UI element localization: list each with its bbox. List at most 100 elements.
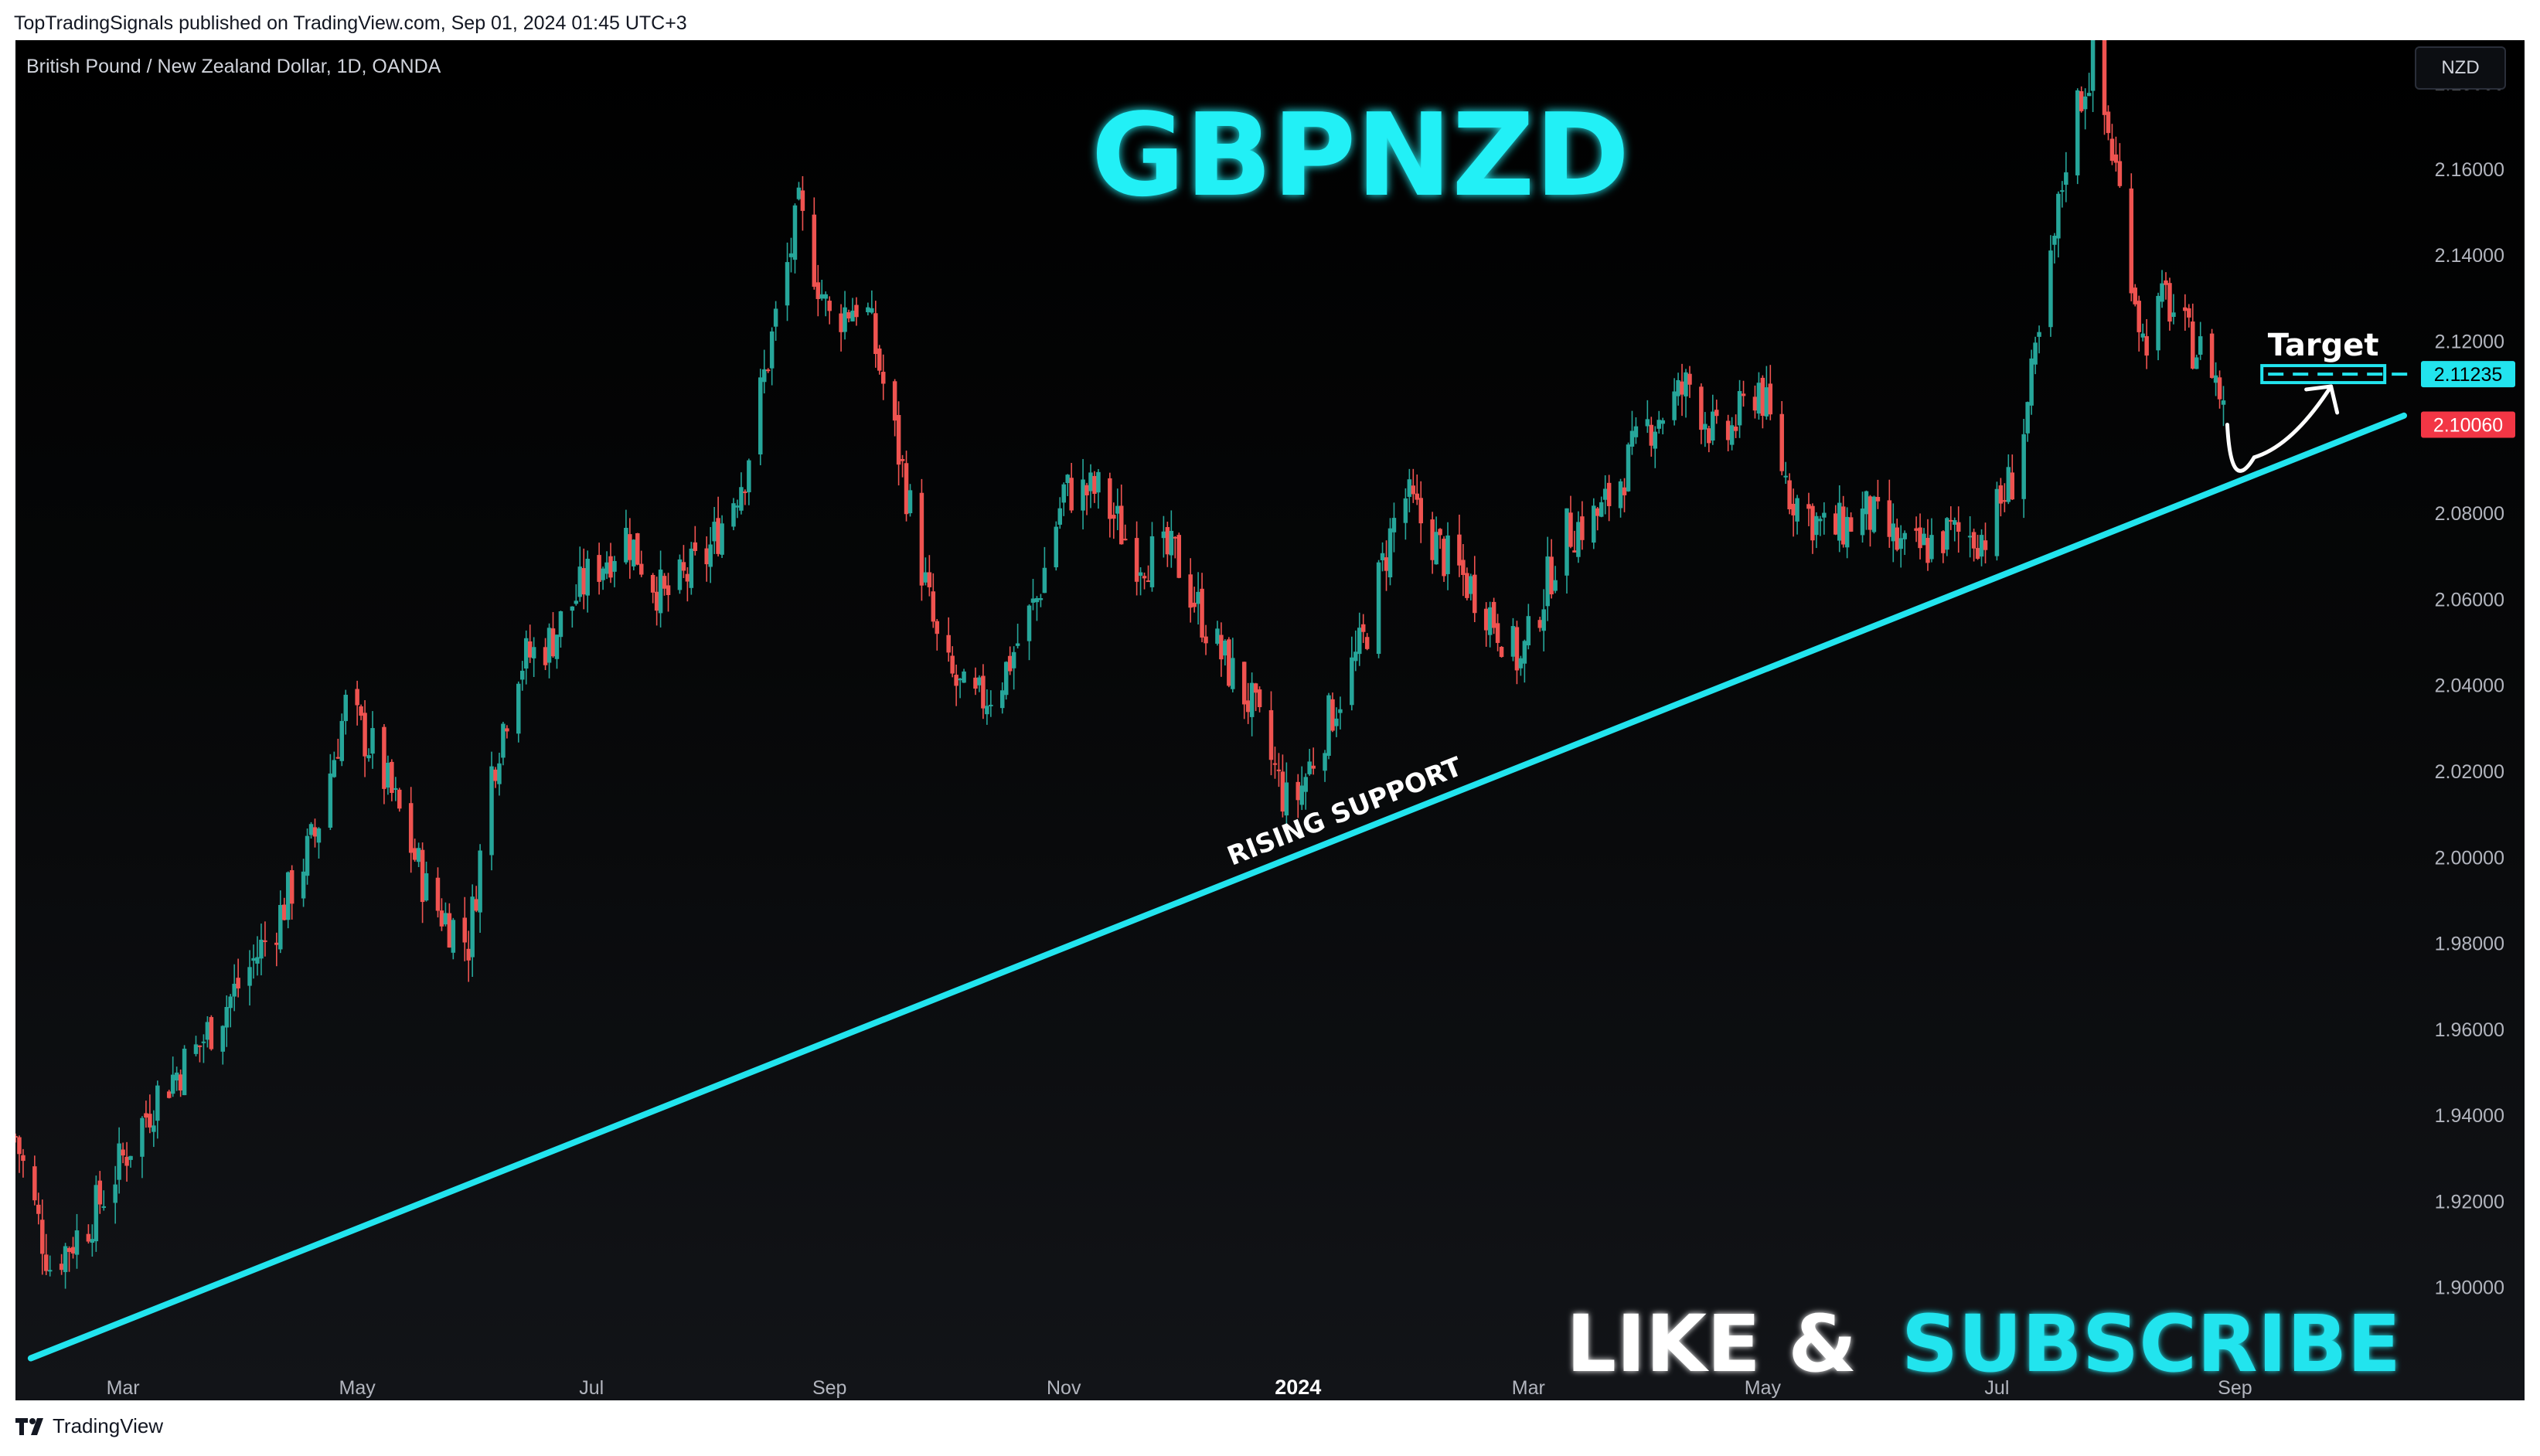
candle-body — [1003, 662, 1009, 696]
candle-body — [1925, 538, 1930, 563]
candle-body — [1296, 781, 1301, 801]
candle-body — [1038, 597, 1044, 600]
candle-body — [1602, 488, 1608, 500]
candle-body — [1514, 627, 1520, 671]
candle-body — [466, 948, 471, 961]
candle-body — [904, 463, 909, 515]
candle-body — [1034, 597, 1040, 603]
candle-body — [981, 675, 986, 709]
candle-body — [2117, 161, 2123, 186]
candle-body — [1204, 636, 1208, 644]
projection-arrowhead — [2304, 384, 2340, 415]
candle-body — [531, 647, 536, 658]
candle-body — [2171, 312, 2176, 318]
candle-body — [2037, 332, 2041, 337]
candle-body — [650, 574, 655, 593]
candle-body — [1945, 518, 1949, 550]
candle-body — [1680, 381, 1684, 395]
candle-body — [2006, 467, 2011, 502]
candle-body — [720, 523, 724, 555]
tradingview-logo-icon — [15, 1417, 43, 1435]
candle-body — [708, 544, 713, 567]
currency-button[interactable]: NZD — [2415, 46, 2506, 90]
price-axis[interactable]: 1.90000 1.92000 1.94000 1.96000 1.98000 2.000… — [2435, 73, 2504, 1299]
candle-body — [662, 576, 667, 589]
candle-body — [1565, 508, 1569, 576]
candle-body — [489, 766, 494, 856]
candle-body — [1606, 482, 1612, 506]
candle-body — [946, 634, 951, 653]
time-axis[interactable]: Mar May Jul Sep Nov 2024 Mar May Jul Sep — [107, 1376, 2252, 1399]
candle-body — [1334, 718, 1339, 726]
candle-body — [1568, 512, 1573, 547]
candle-body — [228, 996, 233, 1009]
candle-body — [447, 913, 452, 948]
price-tick-label: 1.96000 — [2435, 1019, 2504, 1041]
candle-body — [1871, 496, 1877, 532]
candle-body — [624, 527, 628, 563]
candle-body — [205, 1022, 210, 1040]
candle-body — [1081, 479, 1085, 511]
candle-body — [1118, 505, 1124, 545]
candle-body — [70, 1247, 76, 1254]
candle-body — [1633, 426, 1639, 437]
price-chart[interactable]: RISING SUPPORT Target 1.90000 1.92000 1.94… — [15, 40, 2525, 1400]
candle-body — [1891, 523, 1896, 542]
candle-body — [950, 655, 955, 674]
candle-body — [1518, 658, 1524, 668]
candle-body — [1684, 372, 1688, 396]
candle-body — [1311, 765, 1316, 769]
candle-body — [681, 562, 686, 571]
candle-body — [1142, 576, 1147, 579]
candle-body — [2056, 193, 2061, 239]
candle-body — [958, 679, 962, 681]
price-tick-label: 2.00000 — [2435, 847, 2504, 869]
candle-body — [2052, 236, 2057, 245]
candle-body — [1434, 532, 1439, 565]
candle-body — [17, 1137, 22, 1155]
candle-body — [174, 1072, 179, 1081]
candle-body — [973, 677, 978, 689]
time-tick-label: 2024 — [1275, 1376, 1321, 1399]
candle-body — [2160, 283, 2164, 302]
candle-body — [597, 555, 601, 582]
candle-body — [1868, 496, 1873, 530]
candle-body — [1149, 536, 1155, 587]
candle-body — [1473, 574, 1477, 614]
candle-body — [1783, 475, 1788, 478]
candle-body — [2144, 335, 2149, 356]
candle-body — [308, 824, 314, 835]
candle-body — [393, 788, 398, 790]
candle-body — [101, 1206, 107, 1208]
candle-body — [2156, 295, 2160, 351]
candle-body — [792, 205, 798, 260]
candle-body — [359, 706, 363, 716]
candle-body — [574, 600, 579, 604]
time-tick-label: May — [339, 1377, 376, 1399]
candle-body — [144, 1113, 148, 1118]
price-tick-label: 2.14000 — [2435, 245, 2504, 267]
candle-body — [608, 556, 613, 578]
candle-body — [1146, 580, 1151, 583]
candle-body — [1733, 427, 1738, 431]
candle-body — [152, 1125, 156, 1132]
candle-body — [601, 568, 605, 580]
candle-body — [819, 294, 824, 299]
candle-body — [870, 308, 874, 313]
candle-body — [1384, 557, 1389, 571]
candle-body — [2033, 342, 2038, 365]
candle-body — [1687, 373, 1692, 385]
candle-body — [274, 942, 279, 945]
candle-body — [397, 789, 402, 809]
candle-body — [785, 262, 790, 306]
chart-panel[interactable]: RISING SUPPORT Target 1.90000 1.92000 1.94… — [15, 40, 2525, 1400]
candle-body — [47, 1270, 53, 1272]
candle-body — [493, 769, 498, 781]
candle-body — [1391, 518, 1397, 532]
candle-body — [285, 872, 291, 920]
candle-body — [1007, 655, 1013, 672]
candle-body — [523, 638, 529, 669]
candle-body — [866, 307, 870, 313]
candle-body — [201, 1041, 206, 1043]
candle-body — [765, 369, 771, 372]
